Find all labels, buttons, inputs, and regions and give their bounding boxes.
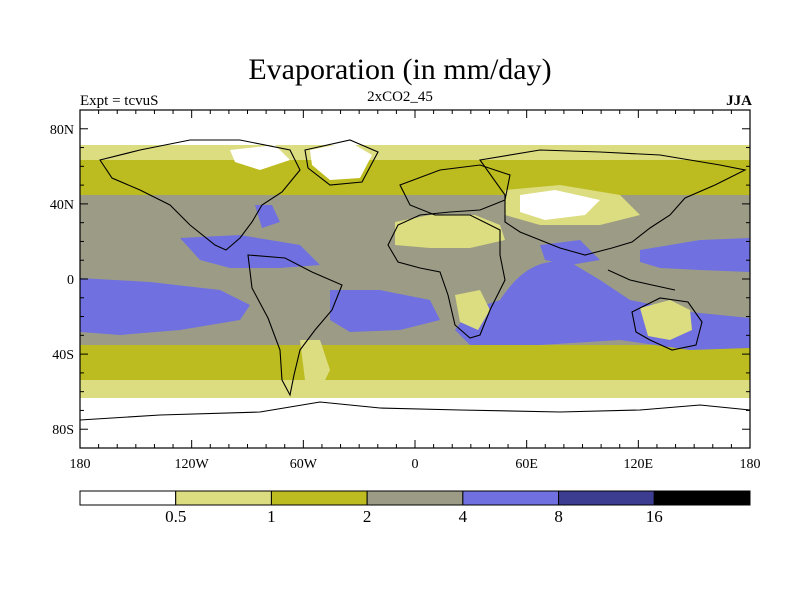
x-tick-label: 180: [740, 457, 761, 472]
band-subantarctic: [80, 380, 750, 400]
season-label: JJA: [726, 93, 752, 109]
coast-south-america: [247, 254, 343, 397]
region-west-pacific: [640, 238, 750, 272]
colorbar-level-label: 4: [458, 507, 468, 526]
colorbar-level-label: 2: [362, 507, 372, 526]
x-tick-label: 120W: [175, 457, 210, 472]
region-south-atlantic: [330, 290, 440, 332]
colorbar-swatch: [79, 490, 177, 506]
colorbar-swatch: [462, 490, 560, 506]
coast-greenland: [304, 139, 379, 186]
y-tick-label: 0: [67, 273, 74, 288]
experiment-subtitle: 2xCO2_45: [367, 89, 433, 105]
colorbar-level-label: 8: [554, 507, 563, 526]
experiment-label: Expt = tcvuS: [80, 93, 159, 109]
band-high-latitude-north: [80, 160, 750, 200]
band-antarctica: [80, 398, 750, 448]
coast-asia: [479, 149, 747, 256]
region-canadian-arctic: [230, 145, 290, 170]
region-patagonia: [300, 340, 330, 390]
y-tick-label: 40S: [52, 348, 74, 363]
coast-antarctica: [79, 401, 751, 421]
colorbar-swatch: [558, 490, 655, 506]
y-tick-label: 80S: [52, 423, 74, 438]
y-tick-label: 40N: [50, 198, 74, 213]
region-gobi: [520, 190, 600, 220]
plot-title: Evaporation (in mm/day): [248, 53, 552, 86]
colorbar-swatch: [175, 490, 272, 506]
coastlines: [79, 139, 751, 421]
x-tick-label: 120E: [624, 457, 654, 472]
map-field: [80, 110, 750, 448]
region-gulf-stream: [255, 205, 280, 228]
x-tick-label: 60E: [515, 457, 538, 472]
region-southern-africa: [455, 290, 490, 330]
region-sahara-arabia: [395, 215, 505, 248]
colorbar-swatch: [366, 490, 464, 506]
colorbar-swatch: [270, 490, 368, 506]
colorbar-swatch: [653, 490, 751, 506]
coast-north-america: [99, 139, 301, 251]
x-tick-label: 180: [70, 457, 91, 472]
axis-ticks: 180 120W 60W 0 60E 120E 180 80N 40N 0 40S 80S: [50, 110, 761, 472]
region-south-east-pacific: [80, 278, 250, 335]
band-southern-ocean: [80, 345, 750, 385]
x-tick-label: 0: [412, 457, 419, 472]
colorbar: [79, 490, 751, 506]
colorbar-level-label: 16: [645, 507, 663, 526]
region-australia-interior: [640, 300, 692, 340]
region-greenland: [310, 142, 372, 180]
coast-indonesia: [607, 269, 676, 291]
colorbar-level-label: 0.5: [165, 507, 187, 526]
y-tick-label: 80N: [50, 123, 74, 138]
coast-australia: [631, 297, 703, 351]
region-caribbean: [180, 235, 320, 268]
colorbar-level-label: 1: [267, 507, 276, 526]
x-tick-label: 60W: [290, 457, 318, 472]
